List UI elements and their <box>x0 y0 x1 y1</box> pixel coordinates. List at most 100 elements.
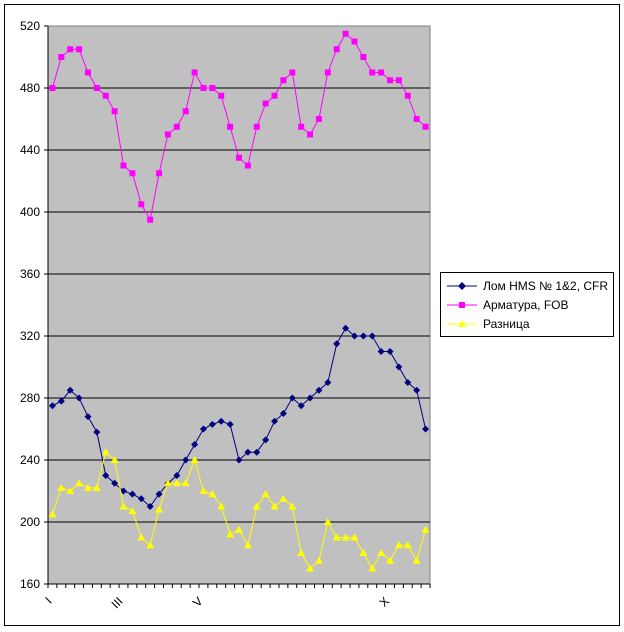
data-point <box>244 448 252 456</box>
data-point <box>342 30 349 37</box>
data-point <box>191 69 198 76</box>
data-point <box>271 92 278 99</box>
data-point <box>138 201 145 208</box>
data-point <box>297 549 306 556</box>
data-point <box>101 448 110 456</box>
data-point <box>226 530 235 538</box>
data-point <box>137 495 145 503</box>
data-point <box>289 69 296 76</box>
y-tick-label: 440 <box>20 143 40 157</box>
data-point <box>394 541 403 549</box>
data-point <box>200 85 207 91</box>
y-tick-label: 360 <box>20 267 40 281</box>
data-point <box>128 507 137 515</box>
data-point <box>262 436 270 444</box>
data-point <box>111 108 118 115</box>
data-point <box>235 525 243 533</box>
data-point <box>173 123 180 130</box>
legend-item-difference: Разница <box>447 316 530 332</box>
data-point <box>341 533 350 541</box>
data-point <box>395 77 402 84</box>
data-point <box>208 420 216 428</box>
data-point <box>280 77 287 84</box>
data-point <box>413 116 420 122</box>
data-point <box>155 505 164 513</box>
data-point <box>244 162 251 169</box>
data-point <box>368 332 376 340</box>
data-point <box>359 549 368 556</box>
data-point <box>120 162 127 169</box>
y-tick-label: 400 <box>20 205 40 219</box>
data-point <box>102 92 109 99</box>
data-point <box>119 502 128 510</box>
data-point <box>377 549 386 556</box>
data-point <box>324 69 331 76</box>
data-point <box>146 541 155 549</box>
data-point <box>288 502 297 510</box>
data-point <box>342 324 350 332</box>
y-tick-label: 520 <box>20 19 40 33</box>
data-point <box>199 425 207 433</box>
data-point <box>413 386 421 394</box>
x-tick-label: X <box>377 594 393 610</box>
data-point <box>48 402 56 410</box>
legend-marker-diamond-icon <box>447 282 477 290</box>
data-point <box>421 525 430 533</box>
legend-marker-square-icon <box>447 302 477 308</box>
data-point <box>110 456 119 463</box>
y-tick-label: 480 <box>20 81 40 95</box>
data-point <box>279 494 288 502</box>
data-point <box>217 417 225 425</box>
data-point <box>323 518 332 525</box>
data-point <box>315 386 323 394</box>
data-point <box>386 348 394 355</box>
data-point <box>235 456 243 464</box>
data-point <box>350 332 358 340</box>
data-point <box>253 448 261 456</box>
data-point <box>182 456 190 464</box>
data-point <box>261 490 270 498</box>
data-point <box>199 487 208 494</box>
data-point <box>360 54 367 60</box>
data-point <box>93 85 100 91</box>
data-point <box>378 69 385 76</box>
data-point <box>66 386 74 394</box>
legend-marker-triangle-icon <box>447 320 477 327</box>
legend-item-rebar: Арматура, FOB <box>447 297 569 313</box>
data-point <box>369 69 376 76</box>
data-point <box>209 85 216 91</box>
data-point <box>120 487 128 495</box>
data-point <box>387 77 394 84</box>
data-point <box>190 456 199 463</box>
data-point <box>48 510 57 518</box>
data-point <box>84 69 91 76</box>
data-point <box>351 38 358 45</box>
legend-label: Арматура, FOB <box>483 298 569 312</box>
data-point <box>422 425 430 433</box>
data-point <box>181 479 190 487</box>
data-point <box>57 483 66 491</box>
data-point <box>315 116 322 122</box>
data-point <box>404 379 412 386</box>
data-point <box>83 483 92 491</box>
data-point <box>75 479 84 487</box>
data-point <box>66 487 75 494</box>
data-point <box>67 46 74 53</box>
y-tick-label: 320 <box>20 329 40 343</box>
data-point <box>271 417 279 425</box>
data-point <box>359 332 367 340</box>
y-tick-label: 280 <box>20 391 40 405</box>
data-point <box>262 100 269 107</box>
data-point <box>253 123 260 130</box>
data-point <box>333 340 341 348</box>
y-tick-label: 160 <box>20 577 40 591</box>
data-point <box>49 85 56 91</box>
data-point <box>218 92 225 99</box>
data-point <box>307 131 314 138</box>
data-point <box>208 490 217 498</box>
data-point <box>412 556 421 564</box>
data-point <box>227 123 234 130</box>
data-point <box>236 154 242 161</box>
y-tick-label: 240 <box>20 453 40 467</box>
